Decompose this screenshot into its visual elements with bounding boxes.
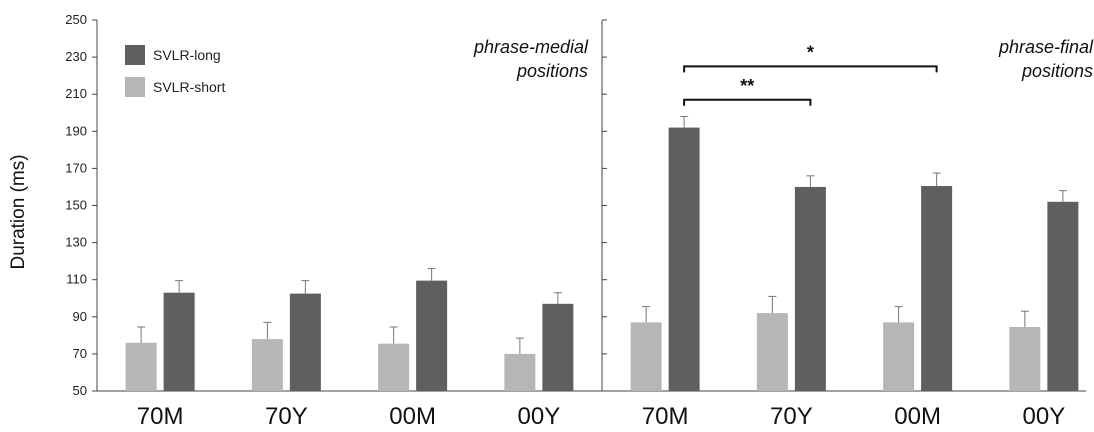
y-tick-label: 210 bbox=[65, 86, 87, 101]
bar-short bbox=[378, 343, 410, 391]
y-axis-label: Duration (ms) bbox=[8, 154, 29, 269]
significance-bracket bbox=[683, 65, 938, 73]
bar-long bbox=[289, 293, 321, 391]
panel-label-line: positions bbox=[516, 61, 588, 81]
panel-label-line: positions bbox=[1021, 61, 1093, 81]
y-tick-label: 50 bbox=[73, 383, 87, 398]
significance-label: * bbox=[807, 42, 814, 62]
y-tick-label: 190 bbox=[65, 123, 87, 138]
legend-label-long: SVLR-long bbox=[153, 47, 221, 63]
error-bars bbox=[137, 115, 1067, 354]
y-tick-label: 130 bbox=[65, 235, 87, 250]
bar-long bbox=[163, 292, 195, 391]
x-tick-label: 00Y bbox=[1023, 403, 1066, 430]
x-tick-label: 00M bbox=[389, 403, 436, 430]
y-tick-label: 250 bbox=[65, 12, 87, 27]
legend-swatch-long bbox=[125, 45, 145, 65]
x-tick-label: 70Y bbox=[770, 403, 813, 430]
legend: SVLR-long SVLR-short bbox=[125, 45, 225, 97]
significance-annotations: *** bbox=[683, 42, 938, 106]
bar-long bbox=[668, 127, 700, 391]
x-tick-label: 00M bbox=[894, 403, 941, 430]
panel-labels: phrase-medial positions phrase-final positi… bbox=[473, 37, 1094, 81]
bar-short bbox=[883, 322, 915, 391]
bar-long bbox=[1047, 201, 1079, 391]
panel-label-line: phrase-final bbox=[998, 37, 1094, 57]
bar-long bbox=[794, 186, 826, 391]
y-tick-label: 110 bbox=[66, 272, 87, 287]
bar-long bbox=[542, 303, 574, 391]
bars bbox=[125, 127, 1079, 391]
y-tick-label: 230 bbox=[65, 49, 87, 64]
y-tick-label: 170 bbox=[65, 160, 87, 175]
significance-bracket bbox=[683, 98, 812, 106]
x-tick-label: 00Y bbox=[518, 403, 561, 430]
bar-short bbox=[251, 339, 283, 391]
panel-label-line: phrase-medial bbox=[473, 37, 589, 57]
bar-short bbox=[756, 313, 788, 391]
legend-label-short: SVLR-short bbox=[153, 79, 225, 95]
bar-short bbox=[630, 322, 662, 391]
y-tick-label: 90 bbox=[73, 309, 87, 324]
legend-swatch-short bbox=[125, 77, 145, 97]
x-tick-label: 70M bbox=[642, 403, 689, 430]
bar-long bbox=[921, 186, 953, 391]
x-tick-label: 70M bbox=[137, 403, 184, 430]
x-tick-label: 70Y bbox=[265, 403, 308, 430]
bar-short bbox=[504, 353, 536, 391]
significance-label: ** bbox=[740, 76, 754, 96]
bar-long bbox=[416, 280, 448, 391]
bar-short bbox=[1009, 327, 1041, 391]
y-tick-label: 70 bbox=[73, 346, 87, 361]
y-axis-ticks: 50 70 90 110 130 150 170 190 210 230 250 bbox=[65, 12, 607, 398]
x-axis-ticks: 70M 70Y 00M 00Y 70M 70Y 00M 00Y bbox=[137, 403, 1065, 430]
y-tick-label: 150 bbox=[65, 198, 87, 213]
bar-short bbox=[125, 342, 157, 391]
